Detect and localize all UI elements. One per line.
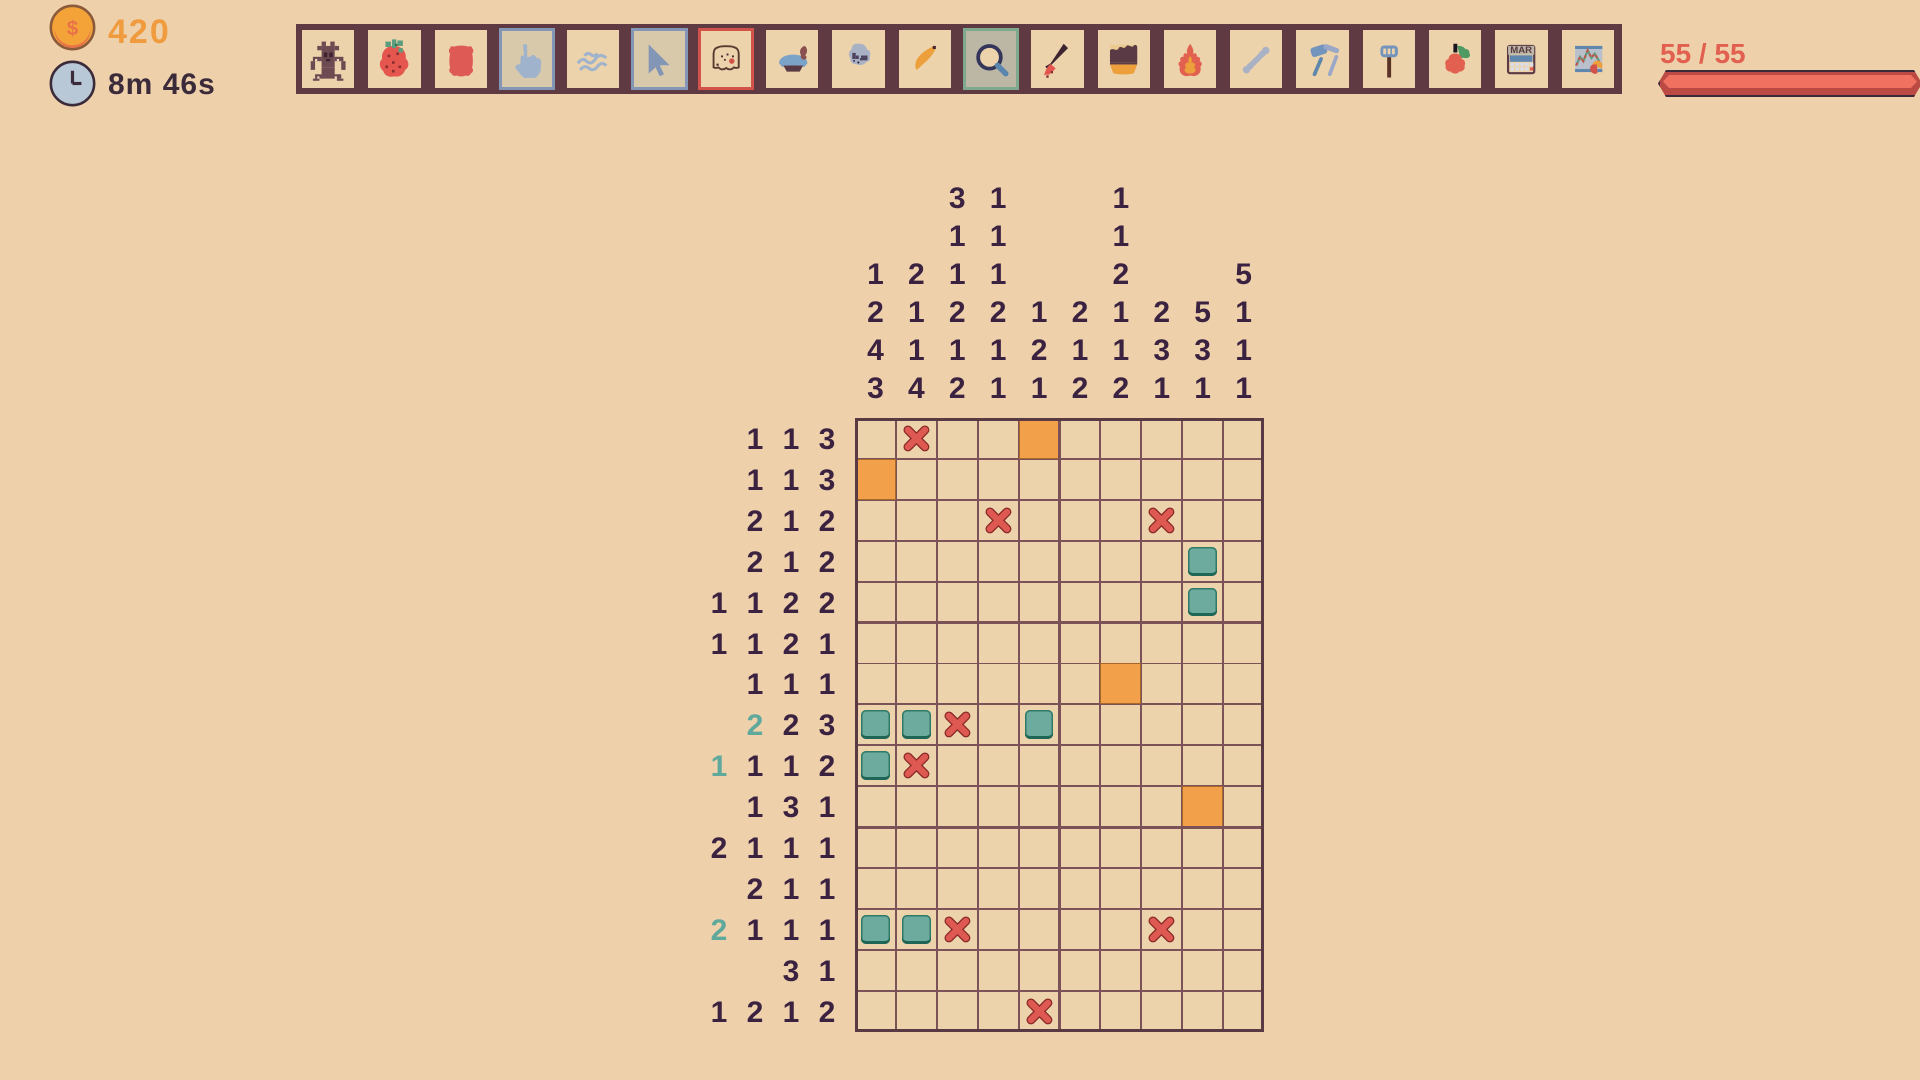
svg-text:MAR: MAR: [1511, 45, 1533, 56]
svg-text:$: $: [67, 18, 79, 40]
